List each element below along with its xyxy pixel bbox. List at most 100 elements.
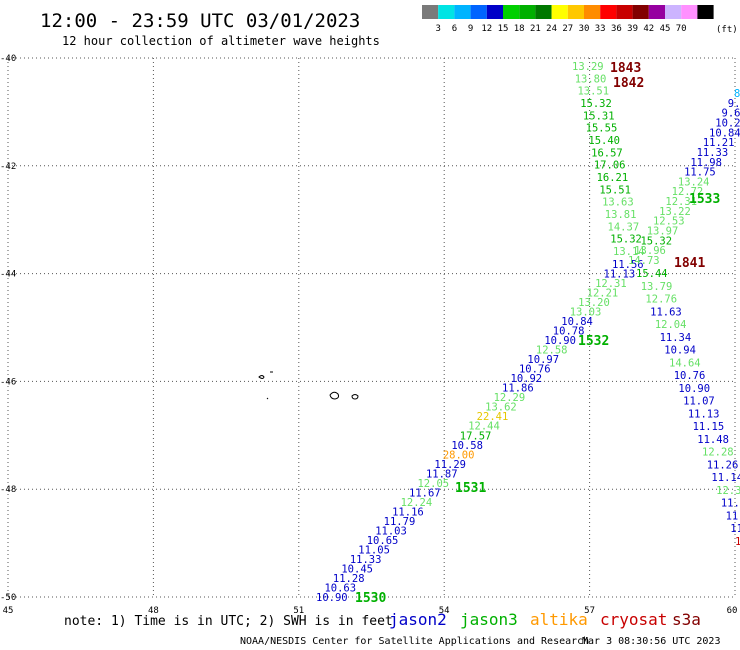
colorbar-swatch xyxy=(616,5,633,19)
colorbar-swatch xyxy=(600,5,617,19)
wave-height-value: 11.87 xyxy=(426,468,458,480)
colorbar-swatch xyxy=(486,5,503,19)
wave-height-value: 8 xyxy=(734,88,740,100)
island-outline xyxy=(329,391,340,400)
colorbar-label: 6 xyxy=(452,24,457,34)
wave-height-value: 28.00 xyxy=(443,449,475,461)
colorbar-legend: 3 6 9 12 15 18 21 24 27 30 33 36 39 42 45 70 xyxy=(422,5,714,34)
lat-tick-label: -42 xyxy=(0,162,16,172)
wave-height-value: 12.72 xyxy=(672,186,704,198)
wave-height-value: 13.03 xyxy=(570,307,602,319)
wave-height-value: 11.29 xyxy=(434,459,466,471)
wave-height-value: 10.90 xyxy=(316,592,348,604)
wave-height-value: 11.75 xyxy=(684,167,716,179)
wave-height-value: 11.86 xyxy=(502,383,534,395)
island-outlines xyxy=(258,371,359,400)
wave-height-value: 17.06 xyxy=(594,160,626,172)
wave-height-value: 11.26 xyxy=(707,459,739,471)
colorbar-label: 12 xyxy=(481,24,492,34)
wave-height-value: 16.21 xyxy=(597,172,629,184)
pass-time-label: 1531 xyxy=(455,481,486,496)
wave-height-value: 15.55 xyxy=(586,123,618,135)
wave-height-value: 11.48 xyxy=(697,434,729,446)
colorbar-label: 27 xyxy=(562,24,573,34)
colorbar-label: 3 xyxy=(435,24,440,34)
wave-height-value: 12.53 xyxy=(653,216,685,228)
wave-height-value: 12.21 xyxy=(587,288,619,300)
wave-height-value: 9.00 xyxy=(728,98,740,110)
wave-height-value: 12.24 xyxy=(401,497,433,509)
wave-height-value: 11.56 xyxy=(612,259,644,271)
colorbar-swatch xyxy=(697,5,714,19)
colorbar-swatch xyxy=(519,5,536,19)
wave-height-value: 11.28 xyxy=(333,573,365,585)
footer-timestamp: Mar 3 08:30:56 UTC 2023 xyxy=(582,636,720,647)
page-title: 12:00 - 23:59 UTC 03/01/2023 xyxy=(40,10,360,32)
wave-height-value: 11.63 xyxy=(650,306,682,318)
island-outline xyxy=(351,394,359,400)
wave-height-value: 11.05 xyxy=(358,544,390,556)
wave-height-value: 15.44 xyxy=(636,268,668,280)
colorbar-label: 18 xyxy=(514,24,525,34)
wave-height-value: 12.76 xyxy=(645,294,677,306)
colorbar-swatch xyxy=(422,5,439,19)
wave-height-value: 11.21 xyxy=(703,137,735,149)
wave-height-value: 11.03 xyxy=(375,525,407,537)
wave-height-value: 10.58 xyxy=(451,440,483,452)
pass-time-label: 1842 xyxy=(613,76,644,91)
wave-height-value: 12.28 xyxy=(702,447,734,459)
wave-height-value: 13.62 xyxy=(485,402,517,414)
note-text: note: 1) Time is in UTC; 2) SWH is in fe… xyxy=(64,614,393,629)
wave-height-value: 13.97 xyxy=(647,226,679,238)
wave-height-value: 9.63 xyxy=(722,108,740,120)
lon-tick-label: 51 xyxy=(293,606,304,616)
colorbar-label: 39 xyxy=(627,24,638,34)
lon-tick-label: 45 xyxy=(3,606,14,616)
wave-height-value: 10.94 xyxy=(664,345,696,357)
wave-height-value: 15.32 xyxy=(580,98,612,110)
wave-height-value: 11. xyxy=(726,510,740,522)
wave-height-value: 15.51 xyxy=(599,184,631,196)
wave-height-readings: 10.9010.6311.2810.4511.3311.0510.6511.03… xyxy=(316,61,740,604)
wave-height-value: 11.98 xyxy=(690,157,722,169)
wave-height-value: 13.79 xyxy=(641,281,673,293)
wave-height-value: 10.97 xyxy=(527,354,559,366)
lat-tick-label: -40 xyxy=(0,54,16,64)
wave-height-value: 11.33 xyxy=(697,147,729,159)
lon-tick-label: 48 xyxy=(148,606,159,616)
wave-height-value: 11.16 xyxy=(392,506,424,518)
satellite-name: s3a xyxy=(672,610,701,629)
colorbar-swatch xyxy=(632,5,649,19)
wave-height-value: 10.76 xyxy=(674,370,706,382)
wave-height-value: 10.90 xyxy=(678,383,710,395)
wave-height-value: 15.40 xyxy=(588,135,620,147)
wave-height-value: 13.24 xyxy=(678,176,710,188)
colorbar-label: 33 xyxy=(595,24,606,34)
colorbar-label: 30 xyxy=(579,24,590,34)
colorbar-swatch xyxy=(681,5,698,19)
wave-height-value: 13.80 xyxy=(575,73,607,85)
wave-height-value: 13.20 xyxy=(578,297,610,309)
wave-height-value: 22.41 xyxy=(477,411,509,423)
wave-height-value: 12.31 xyxy=(665,196,697,208)
colorbar-swatch xyxy=(567,5,584,19)
satellite-name: jason3 xyxy=(460,610,518,629)
satellite-name: altika xyxy=(530,610,588,629)
wave-height-value: 11.14 xyxy=(711,472,740,484)
colorbar-swatch xyxy=(535,5,552,19)
axis-ticks: 45 48 51 54 57 60 -40 -42 -44 -46 -48 -50 xyxy=(0,54,737,616)
colorbar-swatch xyxy=(454,5,471,19)
pass-time-label: 1841 xyxy=(674,256,705,271)
wave-height-value: 15.32 xyxy=(610,234,642,246)
colorbar-label: 21 xyxy=(530,24,541,34)
wave-height-value: 12.39 xyxy=(716,485,740,497)
colorbar-label: 70 xyxy=(676,24,687,34)
wave-height-value: 1 xyxy=(735,536,740,548)
colorbar-swatch xyxy=(470,5,487,19)
lat-tick-label: -48 xyxy=(0,485,16,495)
pass-time-label: 1532 xyxy=(578,334,609,349)
wave-height-value: 13.63 xyxy=(602,197,634,209)
wave-height-value: 10.90 xyxy=(544,335,576,347)
